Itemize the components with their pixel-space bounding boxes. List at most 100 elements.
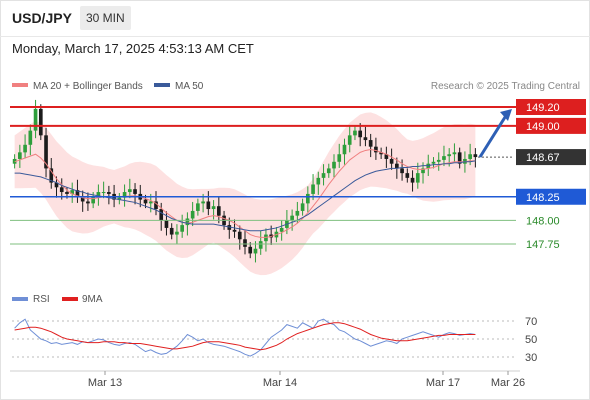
candle-body (258, 241, 263, 249)
ma20-legend-label: MA 20 + Bollinger Bands (33, 81, 143, 92)
current-price-box (516, 149, 586, 166)
candle-body (143, 199, 148, 204)
candle-body (18, 152, 22, 159)
candle-body (216, 206, 221, 216)
ma20-legend-swatch (12, 83, 28, 87)
candle-body (86, 201, 90, 204)
candle-body (243, 239, 247, 247)
candle-body (405, 173, 410, 178)
candle-body (54, 182, 59, 188)
ma50-legend-swatch (154, 83, 170, 87)
candle-body (442, 156, 446, 160)
candle-body (122, 192, 127, 198)
candle-body (384, 154, 389, 159)
rsi-ma-legend-swatch (62, 297, 78, 301)
candle-body (159, 209, 164, 221)
timeframe-badge[interactable]: 30 MIN (80, 6, 131, 30)
candle-body (311, 184, 315, 194)
candle-body (368, 140, 373, 147)
rsi-legend-label: RSI (33, 294, 50, 305)
candle-body (363, 137, 368, 141)
candle-body (337, 154, 342, 162)
candle-body (457, 152, 462, 164)
candle-body (342, 144, 347, 155)
current-price-label: 148.67 (526, 152, 560, 164)
candle-body (80, 196, 85, 202)
rsi-ma-legend-label: 9MA (82, 294, 103, 305)
candle-body (316, 177, 321, 185)
candle-body (410, 177, 415, 183)
time-tick-label: Mar 13 (88, 377, 122, 389)
copyright-label: Research © 2025 Trading Central (431, 81, 580, 92)
candle-body (107, 192, 111, 194)
candle-body (154, 201, 158, 210)
candle-body (248, 246, 253, 254)
symbol-label: USD/JPY (12, 10, 72, 26)
candle-body (70, 190, 75, 194)
candle-body (379, 152, 383, 155)
candle-body (117, 197, 122, 200)
rsi-legend-swatch (12, 297, 28, 301)
candle-body (295, 210, 300, 216)
candle-body (75, 190, 80, 197)
candle-body (96, 192, 101, 197)
resistance-label: 149.00 (526, 121, 560, 133)
candle-body (300, 203, 305, 211)
candle-body (290, 215, 294, 221)
ma20-line (14, 149, 476, 238)
candle-body (91, 196, 95, 204)
forecast-arrow-head (500, 109, 512, 121)
resistance-label-box (516, 117, 586, 134)
forecast-arrow-shaft (478, 113, 509, 158)
candle-body (59, 187, 64, 193)
resistance-label-box (516, 99, 586, 115)
candle-body (421, 168, 425, 174)
candle-body (65, 192, 69, 194)
candle-body (431, 161, 436, 164)
rsi-ma-line (14, 322, 476, 351)
support-label: 148.25 (526, 192, 560, 204)
candle-body (196, 203, 200, 211)
candle-body (23, 144, 27, 153)
candle-body (44, 135, 48, 169)
main-plot (10, 99, 585, 276)
ma50-line (14, 160, 476, 232)
candle-body (447, 154, 452, 157)
candle-body (38, 108, 43, 136)
candle-body (127, 189, 132, 193)
rsi-tick-label: 70 (525, 316, 537, 328)
candle-body (164, 220, 169, 228)
candle-body (353, 130, 357, 136)
candle-body (332, 161, 336, 169)
header-divider (0, 36, 590, 37)
candle-body (468, 154, 472, 159)
candle-body (305, 193, 310, 204)
candle-body (473, 154, 478, 158)
support-label-box (516, 188, 586, 205)
datetime-label: Monday, March 17, 2025 4:53:13 AM CET (12, 41, 254, 56)
ma50-legend-label: MA 50 (175, 81, 204, 92)
target-label: 148.00 (526, 215, 560, 227)
candle-body (169, 227, 174, 235)
candle-body (321, 173, 326, 178)
candle-body (452, 152, 457, 155)
rsi-tick-label: 50 (525, 334, 537, 346)
candle-body (279, 227, 284, 232)
time-tick-label: Mar 14 (263, 377, 297, 389)
candle-body (101, 192, 106, 194)
candle-body (436, 159, 441, 162)
candle-body (253, 248, 258, 254)
candle-body (358, 130, 363, 138)
candle-body (211, 206, 216, 210)
bollinger-band (14, 112, 476, 276)
time-tick-label: Mar 17 (426, 377, 460, 389)
candle-body (232, 229, 237, 232)
candle-body (175, 231, 179, 235)
candle-body (180, 225, 185, 232)
candle-body (326, 168, 331, 174)
chart-header: USD/JPY 30 MIN (0, 0, 590, 36)
candle-body (389, 158, 394, 164)
target-label: 147.75 (526, 239, 560, 251)
candle-body (148, 201, 153, 204)
candle-body (206, 201, 211, 210)
